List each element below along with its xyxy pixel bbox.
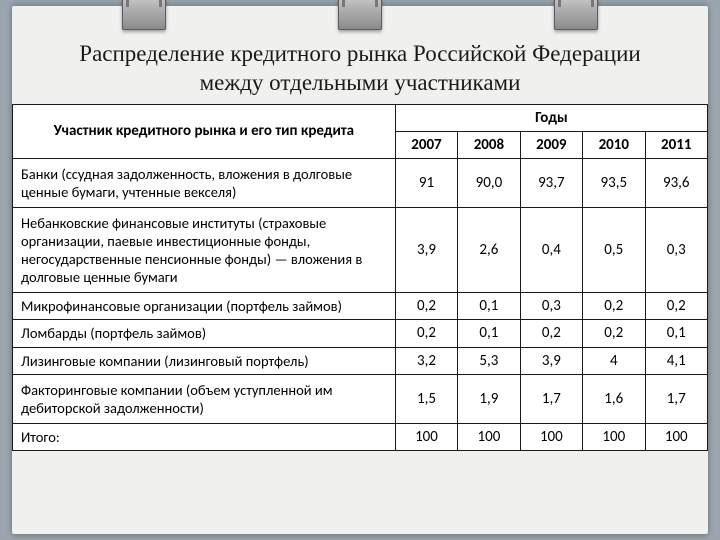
row-value: 1,7 (645, 374, 708, 423)
row-value: 1,6 (583, 374, 645, 423)
row-value: 93,5 (583, 158, 645, 207)
row-value: 90,0 (458, 158, 520, 207)
header-year: 2009 (520, 131, 582, 158)
row-value: 0,4 (520, 207, 582, 293)
row-value: 0,1 (458, 293, 520, 320)
paper-sheet: Распределение кредитного рынка Российско… (12, 6, 708, 534)
header-participant: Участник кредитного рынка и его тип кред… (13, 104, 396, 158)
header-year: 2008 (458, 131, 520, 158)
table-body: Банки (ссудная задолженность, вложения в… (13, 158, 708, 451)
binder-clip-icon (122, 0, 166, 30)
table-container: Участник кредитного рынка и его тип кред… (12, 104, 708, 452)
binder-clip-icon (338, 0, 382, 30)
row-label: Факторинговые компании (объем уступленно… (13, 374, 396, 423)
table-row: Ломбарды (портфель займов) 0,2 0,1 0,2 0… (13, 320, 708, 347)
row-value: 100 (520, 423, 582, 450)
row-value: 4 (583, 347, 645, 374)
row-value: 5,3 (458, 347, 520, 374)
table-row: Лизинговые компании (лизинговый портфель… (13, 347, 708, 374)
row-value: 0,2 (645, 293, 708, 320)
row-value: 100 (583, 423, 645, 450)
row-label: Итого: (13, 423, 396, 450)
row-value: 0,1 (645, 320, 708, 347)
header-year: 2010 (583, 131, 645, 158)
table-header-row-1: Участник кредитного рынка и его тип кред… (13, 104, 708, 131)
binder-clip-icon (554, 0, 598, 30)
row-value: 91 (395, 158, 457, 207)
row-value: 93,6 (645, 158, 708, 207)
table-row: Банки (ссудная задолженность, вложения в… (13, 158, 708, 207)
row-value: 4,1 (645, 347, 708, 374)
clip-row (12, 0, 708, 36)
row-label: Микрофинансовые организации (портфель за… (13, 293, 396, 320)
header-years-group: Годы (395, 104, 707, 131)
table-row: Факторинговые компании (объем уступленно… (13, 374, 708, 423)
table-row-total: Итого: 100 100 100 100 100 (13, 423, 708, 450)
row-label: Небанковские финансовые институты (страх… (13, 207, 396, 293)
header-year: 2011 (645, 131, 708, 158)
row-value: 0,5 (583, 207, 645, 293)
row-value: 0,2 (520, 320, 582, 347)
row-value: 0,2 (395, 320, 457, 347)
row-value: 100 (395, 423, 457, 450)
row-value: 1,5 (395, 374, 457, 423)
row-value: 0,3 (645, 207, 708, 293)
header-year: 2007 (395, 131, 457, 158)
row-value: 2,6 (458, 207, 520, 293)
row-value: 0,1 (458, 320, 520, 347)
row-value: 93,7 (520, 158, 582, 207)
row-value: 100 (458, 423, 520, 450)
row-value: 0,2 (583, 320, 645, 347)
row-value: 1,9 (458, 374, 520, 423)
row-value: 0,3 (520, 293, 582, 320)
row-label: Лизинговые компании (лизинговый портфель… (13, 347, 396, 374)
row-label: Ломбарды (портфель займов) (13, 320, 396, 347)
row-label: Банки (ссудная задолженность, вложения в… (13, 158, 396, 207)
row-value: 1,7 (520, 374, 582, 423)
row-value: 3,9 (395, 207, 457, 293)
row-value: 0,2 (583, 293, 645, 320)
row-value: 100 (645, 423, 708, 450)
credit-market-table: Участник кредитного рынка и его тип кред… (12, 104, 708, 452)
row-value: 0,2 (395, 293, 457, 320)
table-row: Небанковские финансовые институты (страх… (13, 207, 708, 293)
row-value: 3,9 (520, 347, 582, 374)
table-row: Микрофинансовые организации (портфель за… (13, 293, 708, 320)
row-value: 3,2 (395, 347, 457, 374)
